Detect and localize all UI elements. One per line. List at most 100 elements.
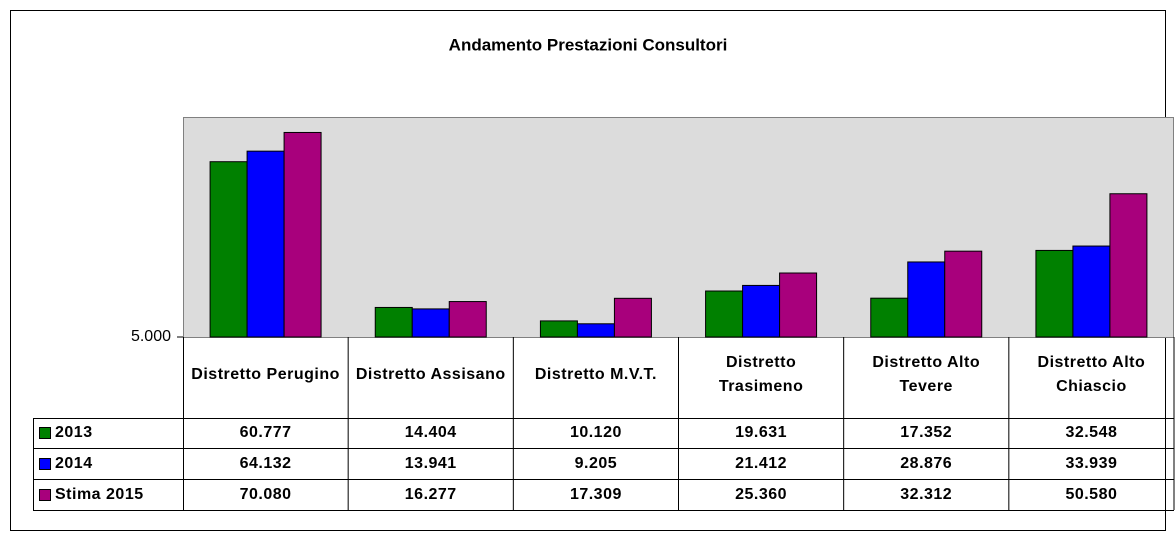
value-label: 28.876 bbox=[844, 448, 1009, 479]
value-label-box: 19.631 bbox=[679, 418, 844, 448]
value-label-box: 13.941 bbox=[348, 448, 513, 479]
value-label: 17.309 bbox=[513, 479, 678, 510]
category-label-text: Distretto Trasimeno bbox=[718, 354, 804, 395]
bar bbox=[283, 131, 322, 338]
bar bbox=[576, 323, 615, 338]
value-label: 32.312 bbox=[844, 479, 1009, 510]
category-label-text: Distretto Alto Tevere bbox=[872, 354, 981, 395]
category-label-box: Distretto Alto Tevere bbox=[844, 337, 1009, 412]
category-label-text: Distretto Alto Chiascio bbox=[1037, 354, 1146, 395]
value-label: 25.360 bbox=[679, 479, 844, 510]
value-label: 70.080 bbox=[183, 479, 348, 510]
bar bbox=[944, 250, 983, 338]
category-label-box: Distretto M.V.T. bbox=[513, 337, 678, 412]
category-label-box: Distretto Trasimeno bbox=[679, 337, 844, 412]
bar bbox=[411, 308, 450, 338]
value-label-box: 14.404 bbox=[348, 418, 513, 448]
value-label-box: 70.080 bbox=[183, 479, 348, 510]
bar bbox=[705, 290, 744, 338]
value-label-box: 33.939 bbox=[1009, 448, 1174, 479]
bar bbox=[374, 306, 413, 338]
bar bbox=[448, 301, 487, 338]
value-label: 14.404 bbox=[348, 418, 513, 448]
value-label-text: 60.777 bbox=[239, 424, 292, 442]
value-label-text: 32.312 bbox=[900, 485, 953, 503]
value-label-text: 17.352 bbox=[900, 424, 953, 442]
value-label-text: 33.939 bbox=[1065, 454, 1118, 472]
category-label-text: Distretto Perugino bbox=[191, 365, 340, 383]
category-label-text: Distretto Assisano bbox=[355, 365, 506, 383]
category-label: Distretto Trasimeno bbox=[679, 337, 844, 412]
bar bbox=[539, 320, 578, 338]
bar bbox=[779, 272, 818, 338]
category-label-box: Distretto Assisano bbox=[348, 337, 513, 412]
plot-area bbox=[183, 117, 1174, 338]
legend-label-text: 2014 bbox=[55, 454, 93, 472]
category-label: Distretto Assisano bbox=[348, 337, 513, 412]
value-label-text: 64.132 bbox=[239, 454, 292, 472]
value-label-text: 16.277 bbox=[404, 485, 457, 503]
value-label-text: 70.080 bbox=[239, 485, 292, 503]
bar bbox=[870, 297, 909, 338]
category-label: Distretto Alto Chiascio bbox=[1009, 337, 1174, 412]
value-label-text: 28.876 bbox=[900, 454, 953, 472]
value-label-text: 9.205 bbox=[574, 454, 618, 472]
value-label: 21.412 bbox=[679, 448, 844, 479]
legend-label: Stima 2015 bbox=[33, 479, 183, 510]
value-label-box: 60.777 bbox=[183, 418, 348, 448]
category-label-box: Distretto Perugino bbox=[183, 337, 348, 412]
legend-swatch bbox=[39, 427, 51, 439]
value-label: 32.548 bbox=[1009, 418, 1174, 448]
value-label-box: 16.277 bbox=[348, 479, 513, 510]
legend-label-text: 2013 bbox=[55, 424, 93, 442]
value-label: 13.941 bbox=[348, 448, 513, 479]
value-label: 64.132 bbox=[183, 448, 348, 479]
legend-label: 2014 bbox=[33, 448, 183, 479]
value-label-box: 21.412 bbox=[679, 448, 844, 479]
value-label-box: 17.309 bbox=[513, 479, 678, 510]
bar bbox=[209, 161, 248, 338]
bar bbox=[907, 261, 946, 338]
category-label-text: Distretto M.V.T. bbox=[534, 365, 657, 383]
category-label-box: Distretto Alto Chiascio bbox=[1009, 337, 1174, 412]
value-label-text: 10.120 bbox=[569, 424, 622, 442]
legend-label: 2013 bbox=[33, 418, 183, 448]
value-label-box: 32.312 bbox=[844, 479, 1009, 510]
value-label-box: 25.360 bbox=[679, 479, 844, 510]
legend-label-box: Stima 2015 bbox=[33, 479, 183, 510]
value-label-box: 32.548 bbox=[1009, 418, 1174, 448]
value-label: 50.580 bbox=[1009, 479, 1174, 510]
bar bbox=[742, 284, 781, 338]
legend-label-text: Stima 2015 bbox=[55, 485, 144, 503]
bar bbox=[1072, 245, 1111, 338]
value-label: 60.777 bbox=[183, 418, 348, 448]
chart-title: Andamento Prestazioni Consultori bbox=[449, 35, 728, 54]
value-label-box: 17.352 bbox=[844, 418, 1009, 448]
bar bbox=[1035, 249, 1074, 338]
value-label: 9.205 bbox=[513, 448, 678, 479]
category-label: Distretto M.V.T. bbox=[513, 337, 678, 412]
value-label-box: 10.120 bbox=[513, 418, 678, 448]
value-label-box: 28.876 bbox=[844, 448, 1009, 479]
value-label-text: 50.580 bbox=[1065, 485, 1118, 503]
bar bbox=[1109, 193, 1148, 338]
value-label: 33.939 bbox=[1009, 448, 1174, 479]
value-label-text: 13.941 bbox=[404, 454, 457, 472]
value-label: 19.631 bbox=[679, 418, 844, 448]
value-label: 16.277 bbox=[348, 479, 513, 510]
value-label-text: 17.309 bbox=[569, 485, 622, 503]
y-tick-label: 5.000 bbox=[131, 328, 171, 345]
category-label: Distretto Perugino bbox=[183, 337, 348, 412]
bar bbox=[246, 150, 285, 338]
value-label: 10.120 bbox=[513, 418, 678, 448]
value-label-text: 21.412 bbox=[735, 454, 788, 472]
category-label: Distretto Alto Tevere bbox=[844, 337, 1009, 412]
legend-swatch bbox=[39, 457, 51, 470]
value-label: 17.352 bbox=[844, 418, 1009, 448]
value-label-box: 9.205 bbox=[513, 448, 678, 479]
value-label-text: 25.360 bbox=[735, 485, 788, 503]
legend-swatch bbox=[39, 488, 51, 501]
bar bbox=[613, 297, 652, 338]
value-label-box: 64.132 bbox=[183, 448, 348, 479]
